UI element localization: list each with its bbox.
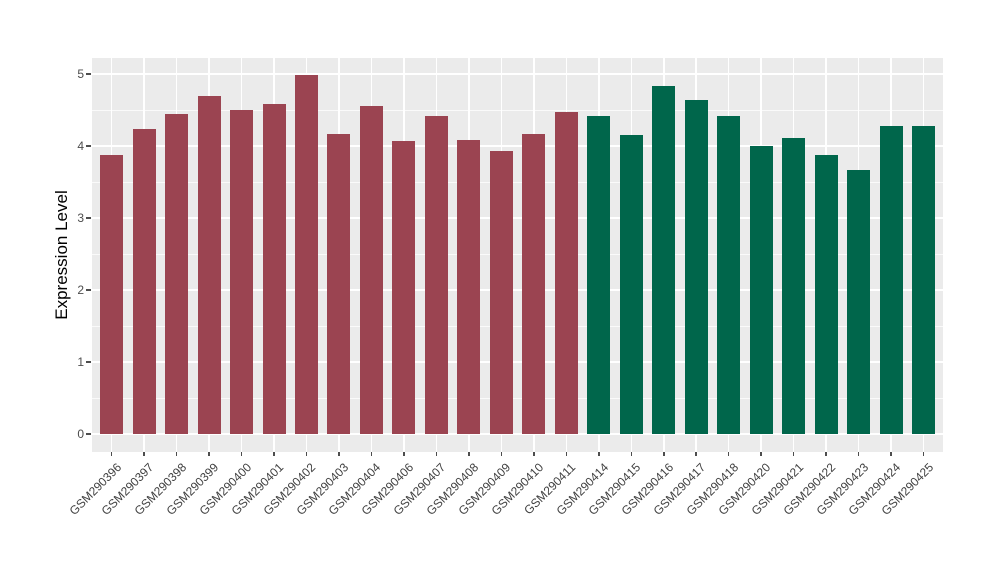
y-tick-label: 2 — [77, 283, 84, 297]
bar-gsm290402 — [294, 75, 318, 434]
bar-gsm290397 — [132, 128, 156, 434]
h-major-gridline — [92, 433, 943, 435]
y-tick-mark — [86, 145, 91, 147]
x-tick-mark — [890, 452, 892, 456]
y-tick-label: 3 — [77, 211, 84, 225]
y-tick-mark — [86, 217, 91, 219]
x-tick-mark — [370, 452, 373, 456]
y-tick-label: 4 — [77, 139, 84, 153]
bar-gsm290404 — [359, 105, 383, 434]
bar-gsm290415 — [619, 135, 643, 434]
bar-gsm290420 — [749, 146, 773, 434]
x-tick-mark — [240, 452, 243, 456]
y-axis-title: Expression Level — [52, 190, 71, 320]
bar-gsm290424 — [879, 125, 903, 434]
y-tick-label: 0 — [77, 427, 84, 441]
x-tick-mark — [110, 452, 113, 456]
x-tick-mark — [825, 452, 827, 456]
x-tick-mark — [273, 452, 275, 456]
bar-gsm290423 — [847, 170, 871, 434]
bar-gsm290408 — [457, 140, 481, 434]
bar-gsm290396 — [100, 155, 124, 434]
bar-gsm290422 — [814, 154, 838, 434]
x-tick-mark — [857, 452, 860, 456]
bar-gsm290425 — [912, 125, 936, 434]
y-tick-mark — [86, 433, 91, 435]
x-tick-mark — [533, 452, 535, 456]
h-minor-gridline — [92, 254, 943, 255]
y-tick-label: 5 — [77, 67, 84, 81]
y-tick-label: 1 — [77, 355, 84, 369]
bar-gsm290411 — [554, 112, 578, 434]
bar-gsm290407 — [424, 115, 448, 434]
bar-gsm290398 — [165, 114, 189, 434]
bar-gsm290399 — [197, 96, 221, 434]
h-major-gridline — [92, 289, 943, 291]
bar-gsm290414 — [587, 116, 611, 434]
bar-gsm290421 — [782, 138, 806, 434]
x-tick-mark — [922, 452, 925, 456]
x-tick-mark — [403, 452, 405, 456]
x-tick-mark — [208, 452, 210, 456]
bar-gsm290417 — [684, 99, 708, 434]
bar-gsm290410 — [522, 134, 546, 434]
x-tick-mark — [695, 452, 697, 456]
bar-gsm290416 — [652, 86, 676, 434]
x-tick-mark — [338, 452, 340, 456]
h-minor-gridline — [92, 398, 943, 399]
x-tick-mark — [143, 452, 145, 456]
y-tick-mark — [86, 361, 91, 363]
x-tick-mark — [565, 452, 568, 456]
x-tick-mark — [630, 452, 633, 456]
h-major-gridline — [92, 217, 943, 219]
x-tick-mark — [727, 452, 730, 456]
x-tick-mark — [598, 452, 600, 456]
h-minor-gridline — [92, 110, 943, 111]
y-tick-mark — [86, 289, 91, 291]
bar-gsm290406 — [392, 140, 416, 434]
x-tick-mark — [792, 452, 795, 456]
x-tick-mark — [435, 452, 438, 456]
h-major-gridline — [92, 73, 943, 75]
bar-gsm290401 — [262, 103, 286, 434]
bar-gsm290409 — [489, 151, 513, 434]
plot-panel — [92, 58, 943, 452]
x-tick-mark — [760, 452, 762, 456]
x-tick-mark — [500, 452, 503, 456]
x-tick-mark — [468, 452, 470, 456]
h-minor-gridline — [92, 182, 943, 183]
x-tick-mark — [305, 452, 308, 456]
bar-gsm290418 — [717, 116, 741, 434]
bar-gsm290400 — [230, 110, 254, 434]
bar-gsm290403 — [327, 134, 351, 434]
y-tick-mark — [86, 73, 91, 75]
x-tick-mark — [663, 452, 665, 456]
x-tick-mark — [175, 452, 178, 456]
h-major-gridline — [92, 145, 943, 147]
h-major-gridline — [92, 361, 943, 363]
h-minor-gridline — [92, 326, 943, 327]
